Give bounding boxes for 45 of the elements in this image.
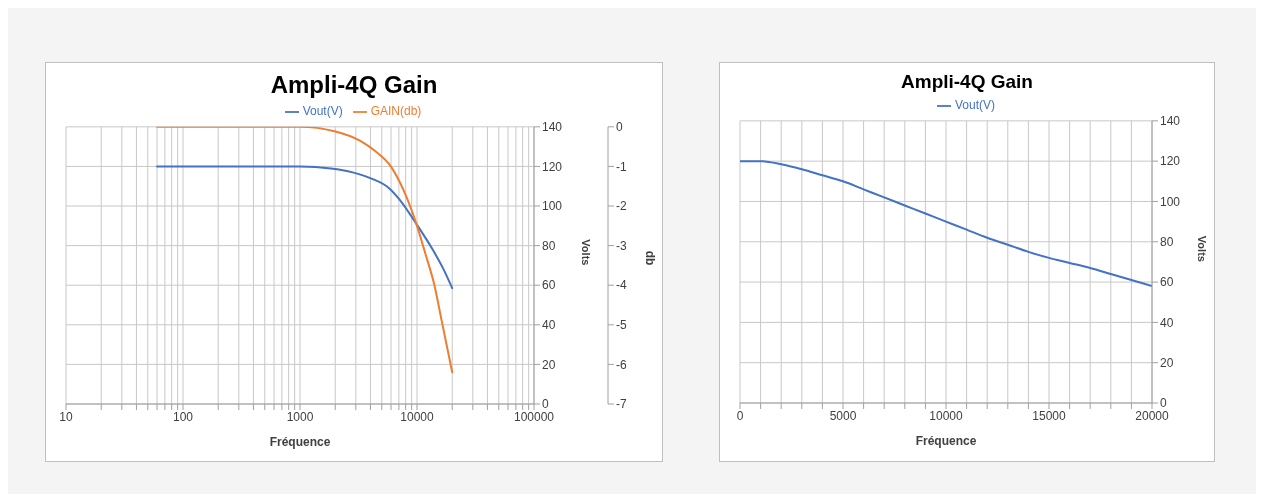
y-tick-label: 100 (1160, 194, 1181, 209)
x-axis-title: Fréquence (915, 434, 977, 448)
y2-tick-label: -7 (616, 397, 627, 412)
y-tick-label: 120 (1160, 154, 1181, 169)
y-tick-label: 80 (1160, 235, 1174, 250)
x-tick-label: 1000 (286, 409, 314, 424)
legend-label: GAIN(db) (370, 104, 422, 118)
y-tick-label: 140 (1160, 114, 1181, 129)
y-tick-label: 80 (542, 238, 556, 253)
x-tick-label: 100 (172, 409, 194, 424)
y2-axis-title: db (642, 250, 657, 266)
y-tick-label: 40 (542, 318, 556, 333)
x-tick-label: 10000 (929, 408, 964, 423)
x-tick-label: 0 (736, 408, 744, 423)
y-tick-label: 100 (542, 199, 563, 214)
x-tick-label: 100000 (513, 409, 555, 424)
y-tick-label: 140 (542, 120, 563, 135)
y2-tick-label: -6 (616, 357, 627, 372)
y2-tick-label: 0 (616, 120, 623, 135)
line-series (740, 160, 1152, 288)
y-tick-label: 120 (542, 159, 563, 174)
x-tick-label: 15000 (1032, 408, 1067, 423)
chart-title: Ampli-4Q Gain (269, 71, 439, 99)
y-tick-label: 0 (542, 397, 549, 412)
x-tick-label: 10 (59, 409, 73, 424)
y-tick-label: 20 (542, 357, 556, 372)
y-tick-label: 20 (1160, 355, 1174, 370)
y2-tick-label: -5 (616, 318, 627, 333)
y-tick-label: 40 (1160, 315, 1174, 330)
y-axis-title: Volts (580, 239, 593, 266)
x-tick-label: 20000 (1135, 408, 1170, 423)
y2-tick-label: -1 (616, 159, 627, 174)
legend-label: Vout(V) (302, 104, 343, 118)
x-tick-label: 10000 (400, 409, 435, 424)
y-tick-label: 0 (1160, 396, 1167, 411)
x-axis-title: Fréquence (269, 435, 331, 449)
y-axis-title: Volts (1196, 235, 1209, 262)
y-tick-label: 60 (1160, 275, 1174, 290)
y2-tick-label: -2 (616, 199, 627, 214)
y2-tick-label: -3 (616, 238, 627, 253)
y-tick-label: 60 (542, 278, 556, 293)
chart-title: Ampli-4Q Gain (900, 71, 1034, 93)
y2-tick-label: -4 (616, 278, 627, 293)
x-tick-label: 5000 (829, 408, 857, 423)
legend-label: Vout(V) (954, 98, 996, 112)
